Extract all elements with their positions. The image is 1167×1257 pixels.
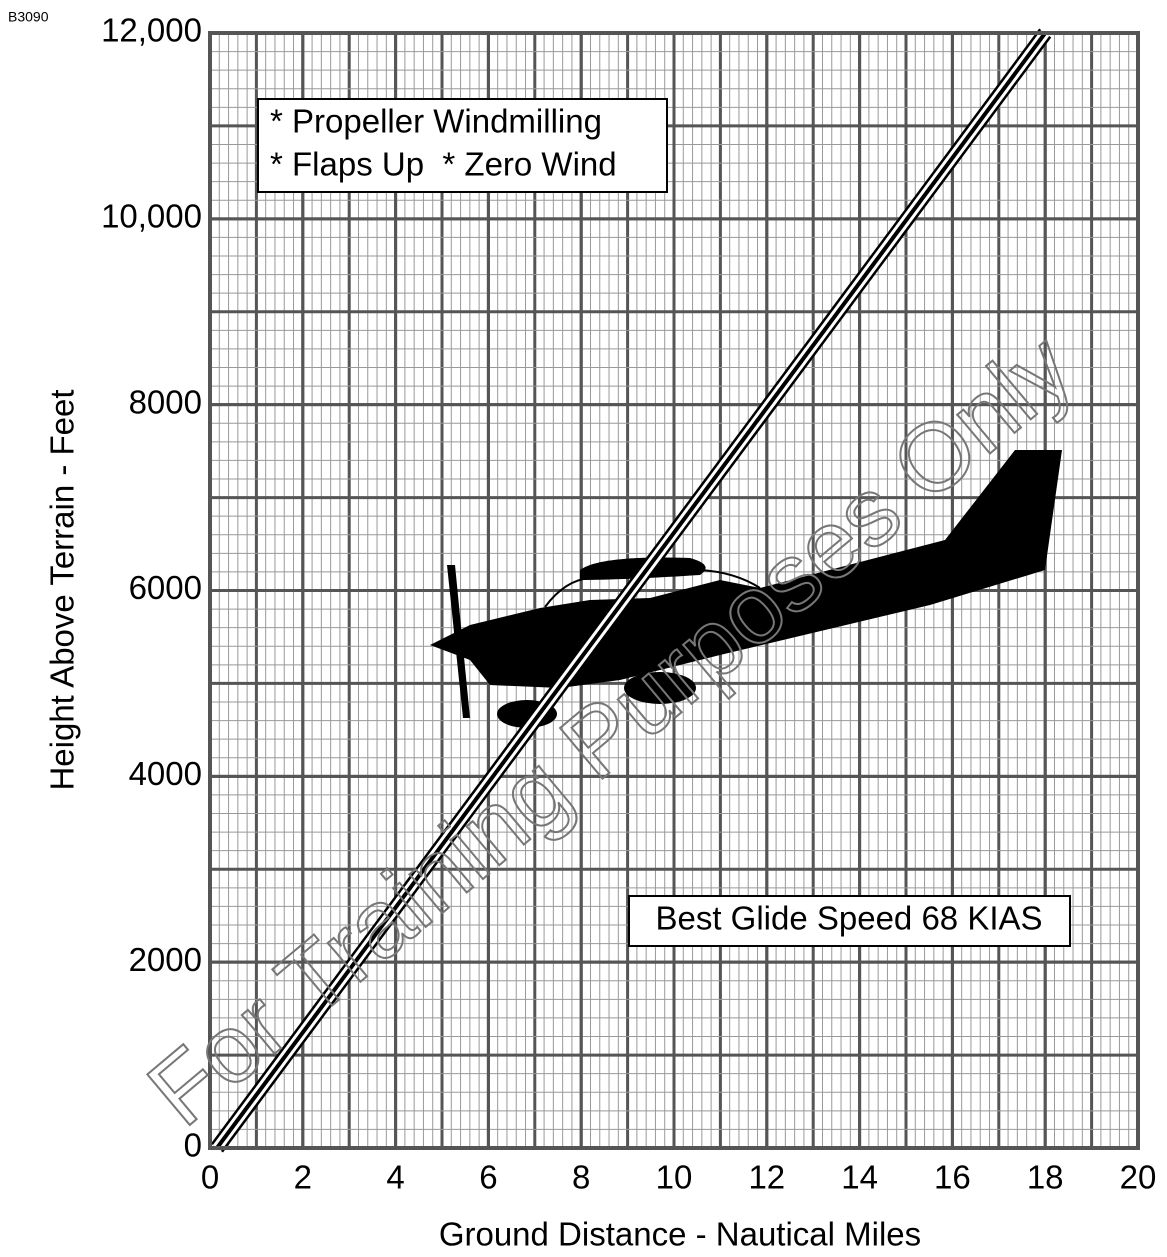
watermark: For Training Purposes Only	[128, 313, 1092, 1146]
x-tick-label: 10	[656, 1159, 693, 1196]
y-tick-label: 12,000	[101, 12, 202, 49]
y-tick-label: 4000	[129, 755, 202, 792]
figure-code: B3090	[8, 9, 49, 25]
x-tick-label: 14	[841, 1159, 878, 1196]
x-tick-label: 20	[1120, 1159, 1157, 1196]
y-axis-title: Height Above Terrain - Feet	[44, 389, 81, 790]
y-tick-label: 0	[184, 1127, 202, 1164]
x-tick-label: 4	[386, 1159, 404, 1196]
y-tick-label: 2000	[129, 941, 202, 978]
y-tick-label: 10,000	[101, 198, 202, 235]
x-tick-label: 12	[748, 1159, 785, 1196]
chart: B3090 * Propeller Windmilling * Flaps Up…	[0, 0, 1167, 1257]
annotation: * Flaps Up * Zero Wind	[270, 146, 617, 183]
x-tick-label: 8	[572, 1159, 590, 1196]
x-tick-label: 6	[479, 1159, 497, 1196]
x-axis-title: Ground Distance - Nautical Miles	[439, 1216, 921, 1253]
x-tick-label: 16	[934, 1159, 971, 1196]
y-tick-label: 8000	[129, 383, 202, 420]
annotation: * Propeller Windmilling	[270, 103, 602, 140]
x-tick-label: 18	[1027, 1159, 1064, 1196]
x-tick-label: 2	[294, 1159, 312, 1196]
annotation: Best Glide Speed 68 KIAS	[655, 900, 1042, 937]
x-tick-label: 0	[201, 1159, 219, 1196]
y-tick-label: 6000	[129, 569, 202, 606]
